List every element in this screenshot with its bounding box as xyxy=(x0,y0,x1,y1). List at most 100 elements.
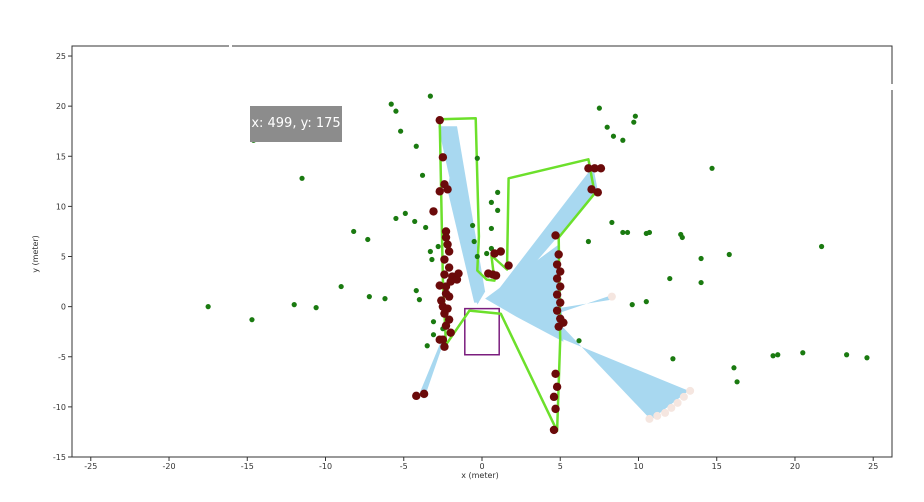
landmark-point xyxy=(670,356,676,362)
landmark-point xyxy=(800,350,806,356)
landmark-point xyxy=(643,299,649,305)
landmark-point xyxy=(610,133,617,139)
landmark-point xyxy=(299,175,305,181)
landmark-point xyxy=(313,305,319,311)
x-tick-label: 10 xyxy=(633,462,643,471)
landmark-point xyxy=(731,365,737,371)
obstacle-point xyxy=(440,180,449,189)
obstacle-point xyxy=(549,425,559,435)
landmark-point xyxy=(423,224,429,231)
landmark-point xyxy=(632,113,638,119)
lidar-scan-ray xyxy=(447,159,479,303)
obstacle-point xyxy=(441,321,451,330)
x-axis-label: x (meter) xyxy=(461,471,499,480)
landmark-point xyxy=(366,294,372,300)
landmark-point xyxy=(427,248,433,255)
obstacle-point xyxy=(552,382,562,392)
landmark-point xyxy=(495,207,501,213)
obstacle-point xyxy=(593,188,603,197)
x-tick-label: 15 xyxy=(712,462,722,471)
axis-ticks: -25 -20 -15 -10 -5 0 5 10 15 20 25 -15 -10 -5 0 5 10 15 20… xyxy=(53,52,878,471)
landmark-point xyxy=(495,189,501,195)
landmark-point xyxy=(604,124,610,130)
obstacle-point xyxy=(440,270,449,279)
landmark-point xyxy=(585,238,592,245)
landmark-point xyxy=(382,296,388,302)
obstacle-point xyxy=(556,282,565,291)
obstacle-point xyxy=(596,164,606,173)
landmark-point xyxy=(430,332,437,338)
axes-frame xyxy=(71,44,894,458)
landmark-point xyxy=(698,255,704,262)
landmark-point xyxy=(698,279,704,286)
scan-end-point xyxy=(679,392,688,401)
y-tick-label: 15 xyxy=(56,152,66,161)
landmark-points-layer xyxy=(205,93,870,385)
landmark-point xyxy=(620,137,626,143)
landmark-point xyxy=(398,128,404,134)
landmark-point xyxy=(864,355,870,361)
landmark-point xyxy=(484,250,490,257)
lidar-scan-ray xyxy=(558,322,689,420)
x-tick-label: -20 xyxy=(162,462,175,471)
scan-end-point xyxy=(673,398,682,407)
obstacle-point xyxy=(556,267,565,276)
obstacle-point xyxy=(587,185,596,194)
x-tick-label: -5 xyxy=(400,462,408,471)
landmark-point xyxy=(413,287,419,294)
landmark-point xyxy=(818,243,825,250)
obstacle-point xyxy=(551,369,560,378)
landmark-point xyxy=(576,338,582,344)
landmark-point xyxy=(770,353,776,359)
x-tick-label: 25 xyxy=(868,462,878,471)
y-tick-label: 0 xyxy=(61,303,66,312)
landmark-point xyxy=(629,302,635,308)
obstacle-point xyxy=(444,263,454,272)
x-tick-label: 0 xyxy=(479,462,484,471)
x-tick-label: -15 xyxy=(241,462,254,471)
obstacle-point xyxy=(552,290,562,299)
landmark-point xyxy=(775,352,781,358)
coordinate-tooltip: x: 499, y: 175 xyxy=(250,106,342,142)
obstacle-point xyxy=(441,233,451,242)
obstacle-point xyxy=(438,153,448,162)
scan-end-point xyxy=(667,403,676,412)
landmark-point xyxy=(412,218,418,225)
landmark-point xyxy=(474,253,480,260)
landmark-point xyxy=(667,275,673,282)
scan-end-point xyxy=(607,292,616,301)
landmark-point xyxy=(488,225,494,232)
obstacle-point xyxy=(429,207,438,216)
planned-path xyxy=(438,116,596,433)
landmark-point xyxy=(393,108,399,114)
y-tick-label: 20 xyxy=(56,102,66,111)
obstacle-point xyxy=(552,306,562,315)
landmark-point xyxy=(249,317,255,323)
landmark-point xyxy=(413,143,419,149)
scan-end-point xyxy=(686,386,695,395)
landmark-point xyxy=(205,304,211,310)
x-tick-label: 20 xyxy=(790,462,800,471)
y-tick-label: -15 xyxy=(53,453,66,462)
obstacle-point xyxy=(556,298,565,307)
obstacle-point xyxy=(590,164,599,173)
obstacle-point xyxy=(552,274,562,283)
obstacle-point xyxy=(549,392,559,402)
landmark-point xyxy=(402,210,408,217)
x-tick-label: -10 xyxy=(319,462,332,471)
obstacle-point xyxy=(504,261,513,270)
lidar-scan-ray xyxy=(485,244,564,342)
landmark-point xyxy=(365,236,371,243)
landmark-point xyxy=(471,238,477,245)
obstacle-point xyxy=(551,231,560,240)
y-tick-label: -10 xyxy=(53,403,66,412)
robot-footprint xyxy=(464,307,500,356)
landmark-point xyxy=(291,302,297,308)
obstacle-point xyxy=(419,389,429,399)
obstacle-point xyxy=(440,342,449,351)
obstacle-point xyxy=(552,260,562,269)
plot-frame xyxy=(71,45,893,458)
x-tick-label: -25 xyxy=(84,462,97,471)
obstacle-point xyxy=(444,247,454,256)
